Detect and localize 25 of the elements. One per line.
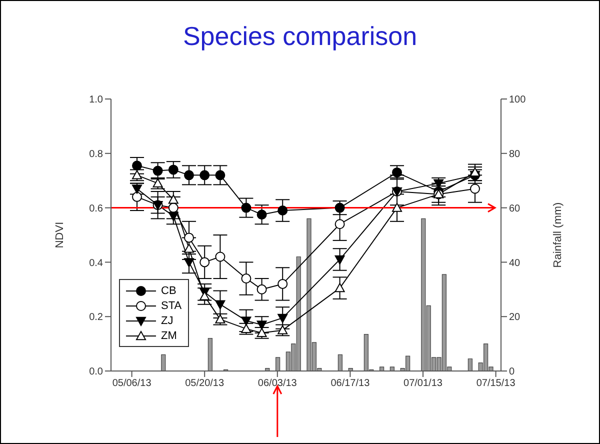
- y-axis-title: NDVI: [54, 222, 66, 248]
- legend-label: CB: [161, 284, 176, 296]
- y-tick-label: 0.4: [89, 258, 104, 269]
- y-tick-label: 0.2: [89, 312, 104, 324]
- y-tick-label: 0.0: [89, 366, 104, 378]
- y-tick-label: 0.8: [89, 148, 104, 160]
- y2-tick-label: 40: [509, 258, 521, 269]
- y2-tick-label: 0: [509, 366, 515, 378]
- x-tick-label: 06/17/13: [330, 378, 370, 390]
- y-tick-label: 1.0: [89, 94, 104, 106]
- y2-tick-label: 20: [509, 312, 521, 324]
- legend-label: STA: [161, 300, 182, 312]
- x-tick-label: 07/15/13: [476, 378, 516, 390]
- y2-tick-label: 60: [509, 203, 521, 214]
- chart-title: Species comparison: [182, 21, 418, 52]
- x-tick-label: 05/06/13: [112, 378, 152, 390]
- y-tick-label: 0.6: [89, 203, 104, 214]
- x-tick-label: 07/01/13: [404, 378, 443, 390]
- legend-label: ZJ: [161, 314, 174, 326]
- x-tick-label: 06/03/13: [258, 378, 298, 390]
- x-tick-label: 05/20/13: [185, 378, 224, 390]
- y2-tick-label: 80: [509, 148, 521, 160]
- y2-axis-title: Rainfall (mm): [552, 202, 564, 268]
- y2-tick-label: 100: [509, 94, 526, 106]
- legend-label: ZM: [161, 330, 177, 342]
